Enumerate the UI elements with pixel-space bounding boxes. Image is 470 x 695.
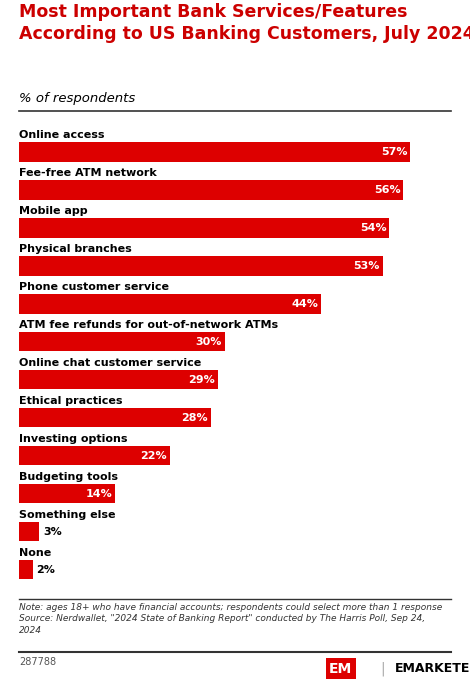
Text: 57%: 57% bbox=[381, 147, 407, 156]
Text: EM: EM bbox=[329, 662, 352, 676]
Bar bbox=[19, 370, 218, 389]
Bar bbox=[19, 180, 403, 199]
Text: 14%: 14% bbox=[86, 489, 112, 498]
Text: EMARKETER: EMARKETER bbox=[395, 662, 470, 675]
Text: 29%: 29% bbox=[188, 375, 215, 384]
Text: Fee-free ATM network: Fee-free ATM network bbox=[19, 168, 157, 178]
Text: Most Important Bank Services/Features
According to US Banking Customers, July 20: Most Important Bank Services/Features Ac… bbox=[19, 3, 470, 43]
Bar bbox=[19, 332, 225, 352]
Text: 44%: 44% bbox=[291, 299, 318, 309]
Text: 53%: 53% bbox=[353, 261, 380, 270]
Text: % of respondents: % of respondents bbox=[19, 92, 135, 105]
Text: Online chat customer service: Online chat customer service bbox=[19, 358, 201, 368]
Bar bbox=[19, 256, 383, 275]
Text: 287788: 287788 bbox=[19, 657, 56, 667]
Text: Ethical practices: Ethical practices bbox=[19, 396, 122, 406]
Bar bbox=[19, 445, 170, 466]
Text: 54%: 54% bbox=[360, 222, 387, 233]
Text: Phone customer service: Phone customer service bbox=[19, 282, 169, 292]
Bar bbox=[19, 522, 39, 541]
Text: Note: ages 18+ who have financial accounts; respondents could select more than 1: Note: ages 18+ who have financial accoun… bbox=[19, 603, 442, 635]
Text: 2%: 2% bbox=[36, 564, 55, 575]
Text: 3%: 3% bbox=[43, 527, 62, 537]
Text: Something else: Something else bbox=[19, 509, 115, 520]
Text: Physical branches: Physical branches bbox=[19, 244, 132, 254]
Bar bbox=[19, 484, 115, 503]
Text: 28%: 28% bbox=[181, 413, 208, 423]
Bar bbox=[19, 294, 321, 313]
Text: Budgeting tools: Budgeting tools bbox=[19, 472, 118, 482]
Text: Mobile app: Mobile app bbox=[19, 206, 87, 216]
Text: |: | bbox=[381, 662, 385, 676]
Bar bbox=[19, 559, 32, 580]
Text: 56%: 56% bbox=[374, 185, 400, 195]
Text: Investing options: Investing options bbox=[19, 434, 127, 444]
Bar bbox=[19, 142, 410, 161]
Text: 30%: 30% bbox=[196, 336, 222, 347]
Text: 22%: 22% bbox=[141, 450, 167, 461]
Text: ATM fee refunds for out-of-network ATMs: ATM fee refunds for out-of-network ATMs bbox=[19, 320, 278, 330]
Text: None: None bbox=[19, 548, 51, 558]
Bar bbox=[19, 218, 390, 238]
Bar bbox=[19, 408, 211, 427]
Text: Online access: Online access bbox=[19, 130, 104, 140]
